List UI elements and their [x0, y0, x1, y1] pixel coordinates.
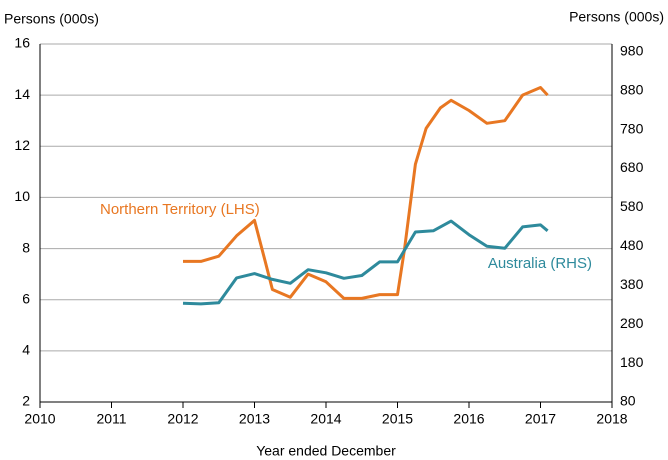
- x-tick-label: 2011: [96, 411, 126, 427]
- y2-tick-label: 80: [620, 393, 636, 409]
- series-line: [182, 219, 549, 306]
- y-axis-label: Persons (000s): [4, 11, 99, 27]
- y-tick-label: 14: [14, 86, 30, 102]
- series-label: Northern Territory (LHS): [100, 201, 260, 218]
- y2-tick-label: 680: [620, 159, 644, 175]
- y-tick-label: 2: [22, 393, 30, 409]
- y2-tick-label: 380: [620, 276, 644, 292]
- y2-tick-label: 780: [620, 120, 644, 136]
- y2-tick-label: 880: [620, 81, 644, 97]
- x-axis-label: Year ended December: [256, 443, 396, 459]
- y2-tick-label: 480: [620, 237, 644, 253]
- x-tick-label: 2016: [453, 411, 484, 427]
- x-tick-label: 2010: [24, 411, 55, 427]
- y2-tick-label: 180: [620, 354, 644, 370]
- y-tick-label: 8: [22, 239, 30, 255]
- y-tick-label: 12: [14, 137, 30, 153]
- series-line: [183, 86, 549, 300]
- x-tick-label: 2012: [167, 411, 198, 427]
- x-tick-label: 2018: [596, 411, 627, 427]
- y2-tick-label: 980: [620, 42, 644, 58]
- y-tick-label: 10: [14, 188, 30, 204]
- x-tick-label: 2015: [382, 411, 413, 427]
- y-tick-label: 6: [22, 290, 30, 306]
- y2-axis-label: Persons (000s): [569, 9, 664, 25]
- y-tick-label: 4: [22, 342, 30, 358]
- series-label: Australia (RHS): [488, 255, 592, 272]
- y2-tick-label: 580: [620, 198, 644, 214]
- x-tick-label: 2014: [310, 411, 341, 427]
- x-tick-label: 2013: [239, 411, 270, 427]
- y-tick-label: 16: [14, 35, 30, 51]
- x-tick-label: 2017: [525, 411, 556, 427]
- y2-tick-label: 280: [620, 315, 644, 331]
